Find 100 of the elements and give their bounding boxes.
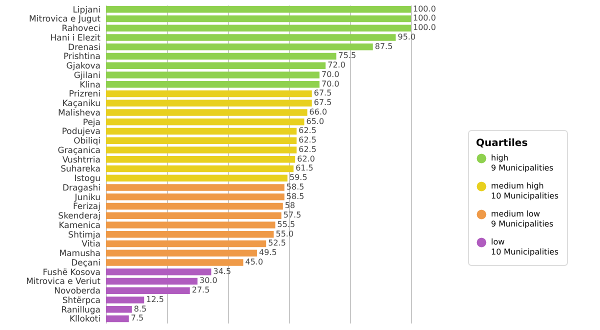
y-tick-label: Vitia [82,240,100,250]
bar [106,250,257,256]
data-label: 55.5 [277,220,296,229]
data-label: 70.0 [322,79,340,88]
y-tick-label: Mitrovica e Veriut [26,277,102,288]
data-label: 7.5 [130,314,144,323]
bar [106,43,373,50]
data-label: 87.5 [374,42,393,51]
legend-title: Quartiles [476,138,528,149]
bar [106,259,244,266]
data-label: 100.0 [413,4,436,14]
bar [106,156,296,163]
bar [106,278,198,285]
data-label: 65.0 [306,116,324,126]
y-tick-label: Fushë Kosova [42,268,100,278]
bar [106,230,274,238]
data-label: 58.5 [286,182,304,192]
bar [106,118,304,126]
data-label: 100.0 [413,23,436,32]
data-label: 55.0 [276,229,294,238]
y-tick-label: Istogu [74,174,100,184]
y-tick-label: Drenasi [68,42,100,53]
bar [106,72,320,78]
bar [106,184,284,191]
legend-label: medium low 9 Municipalities [491,210,554,228]
bar [106,128,297,135]
bar [106,80,320,88]
y-tick-label: Graçanica [58,146,100,156]
y-tick-label: Prizreni [68,90,100,100]
data-label: 62.5 [298,136,316,145]
bar [106,212,282,219]
data-label: 58 [284,201,296,210]
data-label: 52.5 [268,238,286,248]
bar [106,146,297,154]
data-label: 62.0 [297,154,315,164]
bar [106,6,411,13]
y-tick-label: Kllokoti [69,314,100,325]
bar [106,109,308,116]
bar [106,306,132,313]
bar [106,100,312,106]
y-tick-label: Mitrovica e Jugut [29,14,102,25]
y-tick-label: Malisheva [58,108,100,118]
legend-label: high 9 Municipalities [491,154,554,172]
bar [106,287,190,294]
data-label: 57.5 [283,210,302,220]
bar [106,165,294,172]
y-tick-label: Klina [80,80,100,90]
y-tick-label: Prishtina [64,52,100,62]
y-tick-label: Dragashi [62,183,100,194]
y-tick-label: Skenderaj [58,212,100,222]
bar [106,268,212,276]
data-label: 34.5 [213,266,232,276]
data-label: 67.5 [314,88,332,98]
data-label: 100.0 [413,14,436,23]
data-label: 72.0 [328,60,346,70]
bar [106,296,144,304]
data-label: 62.5 [298,126,316,136]
data-label: 45.0 [245,257,264,266]
y-tick-label: Vushtrria [62,155,100,166]
data-label: 75.5 [338,51,356,60]
bar [106,90,312,98]
bar [106,52,336,60]
data-label: 30.0 [200,276,218,286]
y-tick-label: Rahoveci [62,24,100,34]
y-tick-label: Juniku [74,192,100,203]
data-label: 59.5 [289,173,308,182]
bar [106,34,396,41]
y-tick-label: Suhareka [60,164,100,175]
y-tick-label: Kaçaniku [62,99,100,110]
legend-label: low 10 Municipalities [491,238,558,256]
bar [106,193,284,200]
y-tick-label: Shtimja [68,230,100,240]
data-label: 49.5 [258,248,277,258]
legend-label: medium high 10 Municipalities [491,182,558,200]
y-tick-label: Hani i Elezit [50,33,102,44]
y-tick-label: Lipjani [72,5,100,16]
bar [106,137,297,144]
y-tick-label: Ranilluga [61,305,100,316]
y-tick-label: Shtërpca [62,296,100,306]
y-tick-label: Deçani [71,258,100,268]
bar [106,240,266,248]
data-label: 61.5 [296,164,314,173]
data-label: 58.5 [286,192,304,201]
bar [106,15,411,22]
y-tick-label: Peja [82,118,100,128]
y-tick-label: Ferizaj [72,202,100,212]
y-tick-label: Podujeva [62,127,100,138]
data-label: 12.5 [146,294,164,304]
bar [106,62,326,69]
y-tick-label: Gjakova [66,62,100,72]
data-label: 8.5 [134,304,147,314]
data-label: 62.5 [298,144,316,154]
data-label: 66.0 [309,107,328,116]
bar [106,24,411,32]
y-tick-label: Kamenica [58,220,100,231]
data-label: 67.5 [314,98,332,108]
bar [106,315,129,322]
data-label: 27.5 [192,286,210,295]
bar [106,174,288,182]
bar [106,202,283,210]
